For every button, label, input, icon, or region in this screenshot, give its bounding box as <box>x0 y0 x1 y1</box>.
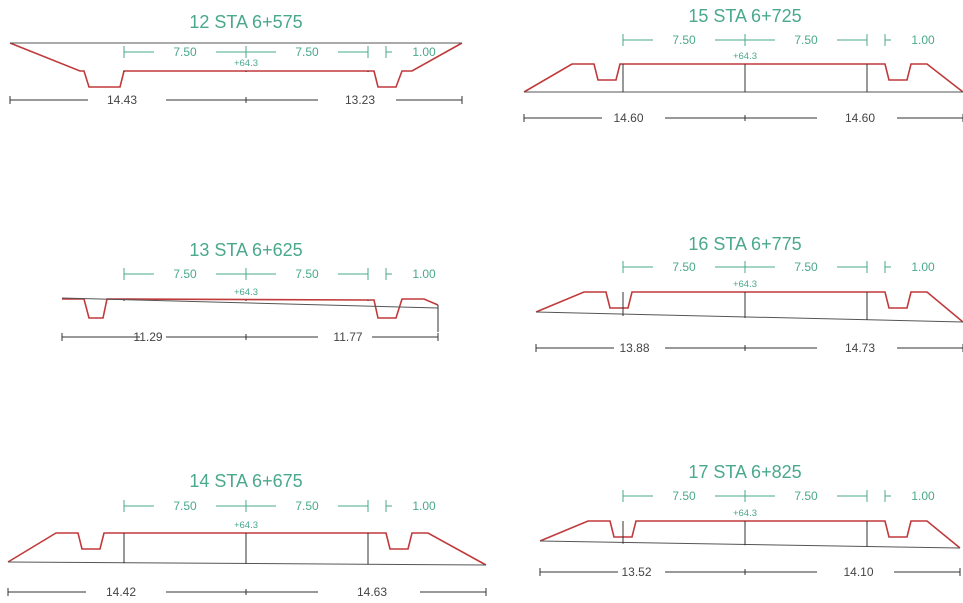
dim-label-extra: 1.00 <box>911 33 935 47</box>
width-label-right: 14.63 <box>357 585 387 599</box>
elevation-label: +64.3 <box>733 508 757 519</box>
width-label-right: 13.23 <box>345 93 375 107</box>
road-profile <box>523 63 963 93</box>
dim-label-right: 7.50 <box>295 267 319 281</box>
width-label-right: 14.60 <box>845 111 875 125</box>
width-label-left: 14.43 <box>107 93 137 107</box>
section-title: 13 STA 6+625 <box>189 240 302 260</box>
elevation-label: +64.3 <box>234 520 258 531</box>
road-profile <box>535 291 963 323</box>
width-label-left: 14.42 <box>106 585 136 599</box>
dim-label-extra: 1.00 <box>911 260 935 274</box>
dim-label-right: 7.50 <box>794 260 818 274</box>
elevation-label: +64.3 <box>234 287 258 298</box>
dim-label-left: 7.50 <box>672 260 696 274</box>
elevation-label: +64.3 <box>733 51 757 62</box>
dim-label-right: 7.50 <box>794 489 818 503</box>
dim-label-left: 7.50 <box>173 45 197 59</box>
dim-label-extra: 1.00 <box>412 45 436 59</box>
dim-label-right: 7.50 <box>794 33 818 47</box>
road-profile <box>539 520 961 549</box>
dim-label-left: 7.50 <box>173 267 197 281</box>
ground-line <box>539 540 961 549</box>
cross-section-1: 12 STA 6+575 7.50 7.50 1.00 +64.3 14.43 13.23 <box>9 12 463 107</box>
section-title: 12 STA 6+575 <box>189 12 302 32</box>
elevation-label: +64.3 <box>733 279 757 290</box>
dim-label-right: 7.50 <box>295 45 319 59</box>
dim-label-extra: 1.00 <box>412 267 436 281</box>
ground-line <box>7 561 487 566</box>
width-label-left: 11.29 <box>133 330 162 344</box>
dim-label-extra: 1.00 <box>911 489 935 503</box>
ground-line <box>535 311 963 323</box>
cross-section-5: 14 STA 6+675 7.50 7.50 1.00 +64.3 14.42 14.63 <box>7 471 487 599</box>
section-title: 16 STA 6+775 <box>688 234 801 254</box>
dim-label-right: 7.50 <box>295 499 319 513</box>
cross-section-3: 13 STA 6+625 7.50 7.50 1.00 +64.3 11.29 11.77 <box>61 240 439 344</box>
width-label-right: 14.10 <box>843 565 873 579</box>
section-title: 14 STA 6+675 <box>189 471 302 491</box>
section-title: 15 STA 6+725 <box>688 6 801 26</box>
ground-line <box>61 297 439 309</box>
cross-section-6: 17 STA 6+825 7.50 7.50 1.00 +64.3 13.52 14.10 <box>539 462 961 579</box>
width-label-left: 13.52 <box>621 565 651 579</box>
width-label-left: 13.88 <box>619 341 649 355</box>
cross-section-2: 15 STA 6+725 7.50 7.50 1.00 +64.3 14.60 14.60 <box>523 6 963 125</box>
road-profile <box>62 298 439 319</box>
elevation-label: +64.3 <box>234 58 258 69</box>
cross-section-4: 16 STA 6+775 7.50 7.50 1.00 +64.3 13.88 14.73 <box>535 234 963 355</box>
dim-label-left: 7.50 <box>672 489 696 503</box>
width-label-left: 14.60 <box>613 111 643 125</box>
road-profile <box>7 532 487 566</box>
dim-label-extra: 1.00 <box>412 499 436 513</box>
width-label-right: 14.73 <box>845 341 875 355</box>
section-title: 17 STA 6+825 <box>688 462 801 482</box>
dim-label-left: 7.50 <box>173 499 197 513</box>
dim-label-left: 7.50 <box>672 33 696 47</box>
width-label-right: 11.77 <box>333 330 362 344</box>
